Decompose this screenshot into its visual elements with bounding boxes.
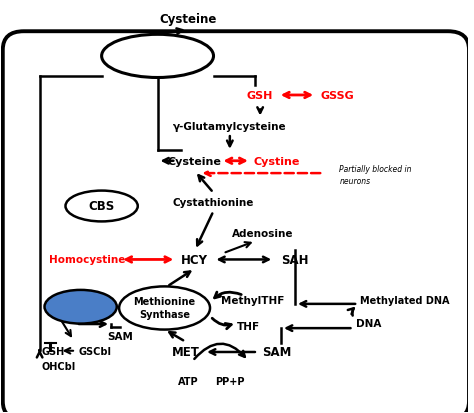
Text: MET: MET (172, 346, 200, 358)
Text: γ-Glutamylcysteine: γ-Glutamylcysteine (173, 121, 287, 131)
Text: GSSG: GSSG (320, 91, 354, 101)
Ellipse shape (45, 290, 117, 324)
Text: SAH: SAH (282, 253, 309, 266)
Text: Cysteine: Cysteine (168, 157, 222, 166)
Text: GSH: GSH (41, 346, 64, 356)
Ellipse shape (101, 35, 213, 78)
Text: ATP: ATP (178, 376, 198, 386)
Text: Cystathionine: Cystathionine (173, 197, 254, 207)
Text: THF: THF (237, 321, 260, 331)
Text: Cysteine: Cysteine (159, 13, 217, 26)
Text: Methylated DNA: Methylated DNA (360, 295, 450, 305)
Text: Methionine: Methionine (134, 296, 196, 306)
FancyBboxPatch shape (3, 32, 469, 413)
Text: MeCbl: MeCbl (62, 302, 100, 312)
Text: HCY: HCY (182, 253, 209, 266)
Text: Partially blocked in: Partially blocked in (339, 165, 412, 174)
Text: MethylTHF: MethylTHF (221, 295, 285, 305)
Text: EAAT3: EAAT3 (133, 50, 182, 64)
Text: DNA: DNA (356, 318, 381, 328)
Text: Adenosine: Adenosine (232, 228, 293, 238)
Ellipse shape (65, 191, 138, 222)
Text: GSH: GSH (247, 91, 273, 101)
Text: neurons: neurons (339, 177, 371, 185)
Text: Homocystine: Homocystine (49, 255, 126, 265)
Ellipse shape (119, 287, 210, 330)
Text: Cystine: Cystine (253, 157, 300, 166)
Text: CBS: CBS (89, 200, 115, 213)
Text: Synthase: Synthase (139, 309, 190, 319)
Text: SAM: SAM (107, 331, 133, 341)
Text: GSCbl: GSCbl (78, 346, 111, 356)
Text: PP+P: PP+P (215, 376, 245, 386)
Text: OHCbl: OHCbl (41, 361, 75, 371)
Text: SAM: SAM (262, 346, 291, 358)
